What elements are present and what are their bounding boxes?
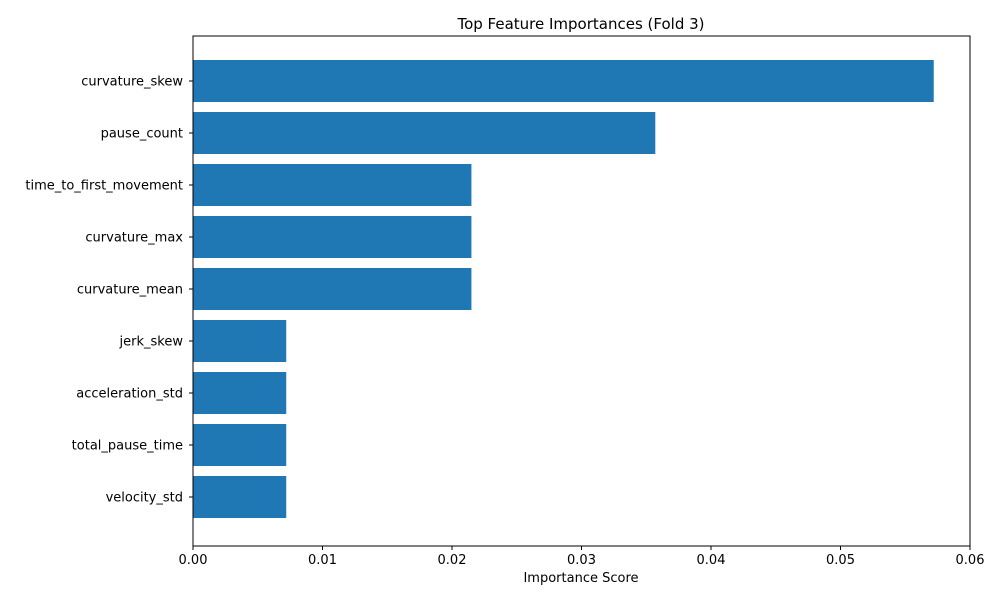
bar-total-pause-time [193, 424, 287, 466]
bar-time-to-first-movement [193, 164, 472, 206]
x-tick-label: 0.00 [179, 553, 208, 568]
y-tick-label: pause_count [101, 127, 183, 142]
bars-group [193, 60, 934, 518]
x-tick-label: 0.04 [697, 553, 726, 568]
x-tick-label: 0.06 [956, 553, 985, 568]
bar-pause-count [193, 112, 656, 154]
x-tick-label: 0.02 [438, 553, 467, 568]
x-axis-label: Importance Score [523, 571, 638, 586]
y-tick-label: total_pause_time [72, 439, 183, 454]
bar-curvature-max [193, 216, 472, 258]
bar-jerk-skew [193, 320, 287, 362]
y-tick-label: time_to_first_movement [25, 179, 183, 194]
y-tick-label: jerk_skew [119, 335, 184, 350]
plot-frame [192, 35, 971, 547]
chart-title: Top Feature Importances (Fold 3) [456, 15, 704, 33]
x-tick-label: 0.03 [567, 553, 596, 568]
bar-curvature-skew [193, 60, 934, 102]
bar-acceleration-std [193, 372, 287, 414]
y-axis-ticks: curvature_skew pause_count time_to_first_m… [25, 75, 193, 506]
bar-curvature-mean [193, 268, 472, 310]
x-tick-label: 0.01 [308, 553, 337, 568]
y-tick-label: curvature_max [85, 231, 183, 246]
y-tick-label: acceleration_std [76, 387, 183, 402]
y-tick-label: velocity_std [106, 491, 183, 506]
x-axis-ticks: 0.00 0.01 0.02 0.03 0.04 0.05 0.06 [179, 546, 985, 568]
y-tick-label: curvature_mean [77, 283, 183, 298]
bar-velocity-std [193, 476, 287, 518]
y-tick-label: curvature_skew [81, 75, 183, 90]
x-tick-label: 0.05 [826, 553, 855, 568]
